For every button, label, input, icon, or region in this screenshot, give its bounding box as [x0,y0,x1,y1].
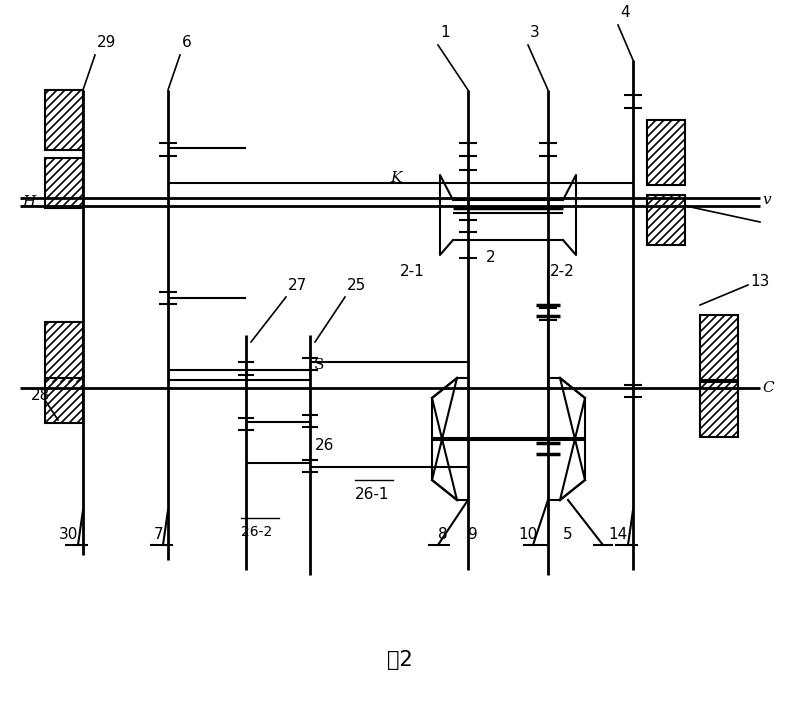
Text: 5: 5 [563,527,573,542]
Text: 30: 30 [58,527,78,542]
Bar [647,195,685,245]
Text: 28: 28 [31,387,50,403]
Text: 27: 27 [288,278,307,293]
Text: H: H [22,195,35,209]
Text: 3: 3 [530,25,540,40]
Text: K: K [390,171,402,185]
Text: 26-2: 26-2 [241,525,272,539]
Text: 7: 7 [154,527,163,542]
Bar [647,120,685,185]
Text: 13: 13 [750,275,770,289]
Bar [700,315,738,380]
Text: 6: 6 [182,35,192,50]
Bar [700,382,738,437]
Text: v: v [762,193,770,207]
Bar [45,378,83,423]
Text: 10: 10 [518,527,538,542]
Text: 14: 14 [609,527,628,542]
Text: 2: 2 [486,251,496,265]
Text: C: C [762,381,774,395]
Text: 4: 4 [620,5,630,20]
Text: 8: 8 [438,527,448,542]
Text: S: S [314,358,324,372]
Text: 29: 29 [97,35,116,50]
Text: 2-2: 2-2 [550,265,574,279]
Bar [45,322,83,382]
Text: 9: 9 [468,527,478,542]
Text: 26: 26 [315,437,334,453]
Text: 图2: 图2 [387,650,413,670]
Bar [45,90,83,150]
Text: 1: 1 [440,25,450,40]
Text: 26-1: 26-1 [355,487,390,502]
Text: 2-1: 2-1 [400,265,425,279]
Bar [45,158,83,208]
Text: 25: 25 [347,278,366,293]
